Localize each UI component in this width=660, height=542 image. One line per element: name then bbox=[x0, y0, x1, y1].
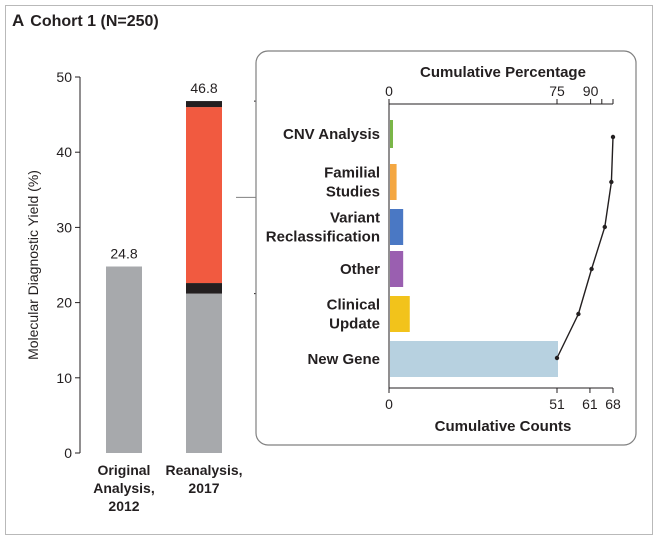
bar-value-label: 24.8 bbox=[110, 246, 137, 262]
bottom-axis-title: Cumulative Counts bbox=[435, 418, 572, 435]
x-category-label: Original bbox=[98, 462, 151, 478]
top-axis-title: Cumulative Percentage bbox=[420, 64, 586, 81]
y-tick-label: 50 bbox=[56, 69, 72, 85]
category-label: Studies bbox=[326, 184, 380, 201]
category-label: Clinical bbox=[327, 297, 380, 314]
category-label: Other bbox=[340, 261, 380, 278]
category-label: Familial bbox=[324, 165, 380, 182]
bar-segment bbox=[186, 283, 222, 294]
category-label: Variant bbox=[330, 210, 380, 227]
category-bar bbox=[390, 209, 404, 245]
bottom-axis-tick-label: 68 bbox=[605, 396, 621, 412]
category-bar bbox=[390, 120, 393, 148]
category-label: CNV Analysis bbox=[283, 126, 380, 143]
y-axis-label: Molecular Diagnostic Yield (%) bbox=[25, 170, 41, 360]
top-axis-tick-label: 0 bbox=[385, 83, 393, 99]
bottom-axis-tick-label: 61 bbox=[582, 396, 598, 412]
bar-value-label: 46.8 bbox=[190, 80, 217, 96]
bar-segment bbox=[186, 293, 222, 453]
y-tick-label: 30 bbox=[56, 219, 72, 235]
y-tick-label: 40 bbox=[56, 144, 72, 160]
inset-panel bbox=[255, 50, 637, 446]
panel-heading: Cohort 1 (N=250) bbox=[30, 13, 159, 30]
yield-bar-chart: 0 10 20 30 40 50 Molecular Diagnostic Yield (%… bbox=[25, 69, 263, 514]
category-bar bbox=[390, 251, 404, 287]
cumulative-line bbox=[556, 136, 614, 359]
category-label: Update bbox=[329, 316, 380, 333]
cumulative-point bbox=[589, 266, 594, 272]
cumulative-point bbox=[576, 311, 581, 317]
x-category-label: 2012 bbox=[108, 498, 139, 514]
x-category-label: Analysis, bbox=[93, 480, 154, 496]
top-axis-tick-label: 90 bbox=[583, 83, 599, 99]
cumulative-breakdown-chart: Cumulative Percentage 0 75 90 0 51 61 68 Cumulat… bbox=[266, 64, 621, 435]
x-category-label: Reanalysis, bbox=[165, 462, 242, 478]
bottom-axis-tick-label: 0 bbox=[385, 396, 393, 412]
cumulative-point bbox=[602, 224, 607, 230]
bar-segment bbox=[186, 101, 222, 108]
bottom-axis-tick-label: 51 bbox=[549, 396, 565, 412]
category-bar bbox=[390, 296, 410, 332]
cumulative-point bbox=[554, 355, 560, 361]
top-axis-tick-label: 75 bbox=[549, 83, 565, 99]
y-tick-label: 0 bbox=[64, 445, 72, 461]
panel-letter: A bbox=[12, 11, 25, 30]
category-label: New Gene bbox=[307, 351, 380, 368]
y-tick-label: 20 bbox=[56, 295, 72, 311]
figure-frame bbox=[5, 5, 653, 535]
x-category-label: 2017 bbox=[188, 480, 219, 496]
category-bar bbox=[390, 341, 558, 377]
cumulative-point bbox=[610, 134, 616, 140]
cumulative-point bbox=[609, 179, 614, 185]
y-tick-label: 10 bbox=[56, 370, 72, 386]
category-bar bbox=[390, 164, 397, 200]
bar-segment bbox=[106, 266, 142, 453]
category-label: Reclassification bbox=[266, 229, 380, 246]
panel-title: A Cohort 1 (N=250) bbox=[12, 11, 159, 31]
bar-segment bbox=[186, 107, 222, 284]
